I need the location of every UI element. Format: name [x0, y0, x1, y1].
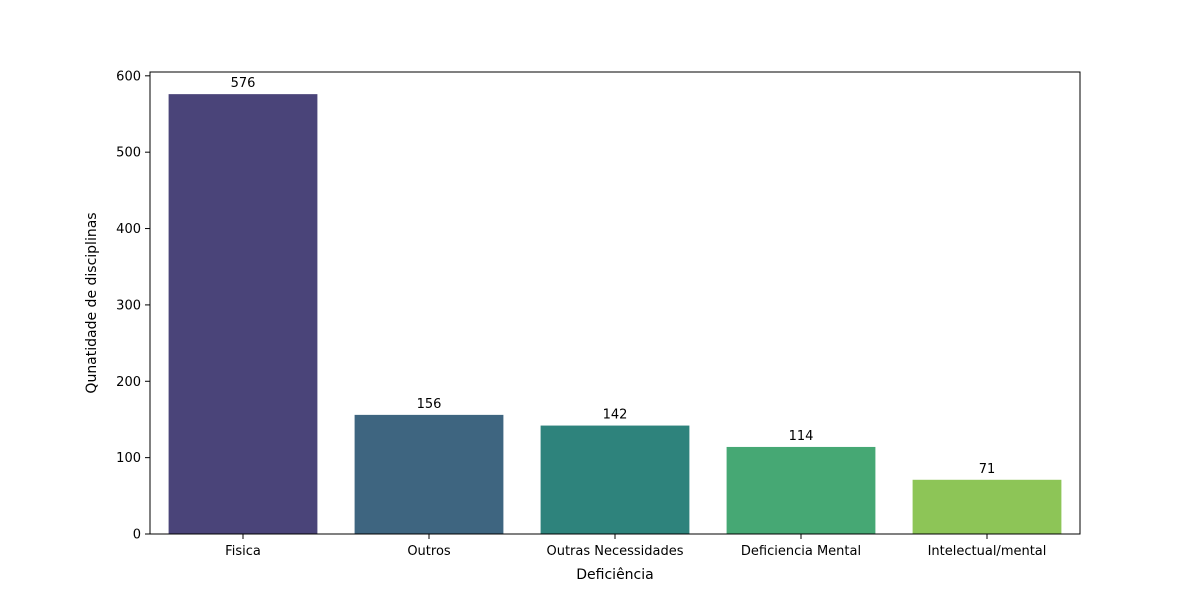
- y-axis-title: Qunatidade de disciplinas: [84, 212, 100, 393]
- bar-value-label-1: 156: [417, 397, 442, 412]
- bar-value-label-0: 576: [231, 76, 256, 91]
- bar-4: [912, 479, 1062, 534]
- x-tick-label-1: Outros: [407, 544, 451, 559]
- bar-value-label-3: 114: [789, 429, 814, 444]
- y-tick-label-6: 600: [116, 69, 141, 84]
- bar-2: [540, 425, 690, 534]
- y-tick-label-3: 300: [116, 298, 141, 313]
- bar-0: [168, 94, 318, 535]
- bar-1: [354, 414, 504, 534]
- bar-3: [726, 446, 876, 534]
- y-tick-label-4: 400: [116, 222, 141, 237]
- x-tick-label-2: Outras Necessidades: [546, 544, 683, 559]
- bar-value-label-4: 71: [979, 462, 996, 477]
- y-tick-label-1: 100: [116, 451, 141, 466]
- x-tick-label-0: Fisica: [225, 544, 261, 559]
- x-tick-label-3: Deficiencia Mental: [741, 544, 861, 559]
- x-axis: Fisica Outros Outras Necessidades Deficienc…: [225, 534, 1046, 559]
- x-axis-title: Deficiência: [576, 567, 653, 583]
- y-axis: 0 100 200 300 400 500 600: [116, 69, 150, 543]
- data-labels-layer: 576 156 142 114 71: [231, 76, 996, 477]
- bar-value-label-2: 142: [603, 408, 628, 423]
- y-tick-label-2: 200: [116, 375, 141, 390]
- x-tick-label-4: Intelectual/mental: [928, 544, 1047, 559]
- y-tick-label-5: 500: [116, 146, 141, 161]
- y-tick-label-0: 0: [133, 528, 141, 543]
- bars-layer: [168, 94, 1062, 535]
